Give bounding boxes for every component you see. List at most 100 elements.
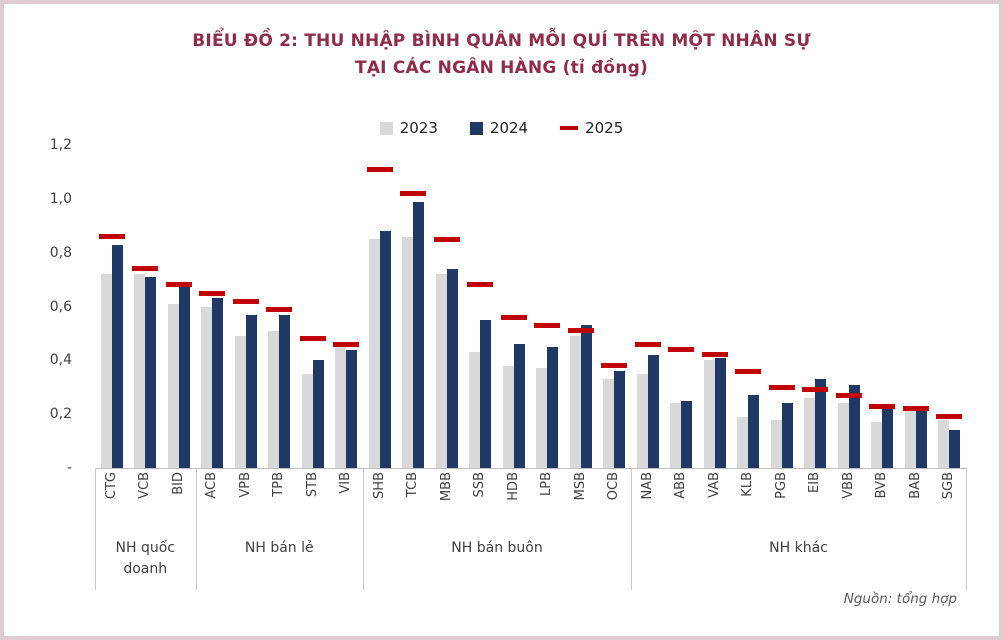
- dash-2025-VAB: [701, 352, 728, 358]
- bar-2023-VCB: [134, 274, 146, 468]
- x-axis-label-HDB: HDB: [505, 472, 521, 501]
- legend-swatch-2024-icon: [469, 121, 483, 135]
- bar-2023-ACB: [201, 306, 213, 468]
- bar-2023-KLB: [737, 416, 749, 468]
- y-axis-tick-0.4: 0,4: [49, 352, 72, 369]
- legend-item-2023: 2023: [379, 119, 438, 137]
- legend-label-2023: 2023: [399, 119, 438, 137]
- bar-2024-OCB: [614, 371, 626, 468]
- chart-legend: 2023 2024 2025: [4, 119, 999, 137]
- bar-2024-NAB: [647, 354, 659, 468]
- x-axis-label-EIB: EIB: [807, 472, 823, 493]
- x-axis-label-MBB: MBB: [438, 472, 454, 502]
- x-axis-label-MSB: MSB: [572, 472, 588, 501]
- bar-2024-CTG: [111, 244, 123, 468]
- x-axis-label-CTG: CTG: [103, 472, 119, 500]
- bar-2023-CTG: [100, 274, 112, 468]
- bar-2024-STB: [312, 360, 324, 468]
- bar-2023-VPB: [234, 336, 246, 468]
- dash-2025-BVB: [869, 403, 896, 409]
- bar-2024-VBB: [848, 384, 860, 468]
- x-axis-line: [95, 468, 966, 469]
- x-axis-label-VBB: VBB: [840, 472, 856, 499]
- x-axis-label-SGB: SGB: [941, 472, 957, 500]
- legend-label-2025: 2025: [585, 119, 624, 137]
- plot-area: - 0,2 0,4 0,6 0,8 1,0 1,2 CTG VCB BID ACB VPB TPB STB…: [4, 4, 999, 636]
- bar-2024-BAB: [915, 406, 927, 468]
- y-axis-tick-0.6: 0,6: [49, 298, 72, 315]
- bar-2023-STB: [301, 373, 313, 468]
- group-label-text: NH bán lẻ: [244, 540, 314, 556]
- x-axis-label-VCB: VCB: [137, 472, 153, 499]
- bar-2023-VIB: [335, 346, 347, 468]
- dash-2025-VPB: [232, 298, 259, 304]
- x-axis-label-NAB: NAB: [639, 472, 655, 500]
- dash-2025-ACB: [199, 290, 226, 296]
- group-separator-1: [195, 468, 197, 590]
- dash-2025-MBB: [433, 236, 460, 242]
- bar-2023-MBB: [435, 274, 447, 468]
- group-label-4: NH khác: [631, 536, 966, 559]
- x-axis-label-LPB: LPB: [539, 472, 555, 497]
- dash-2025-SHB: [366, 166, 393, 172]
- bar-2024-VIB: [346, 349, 358, 468]
- bar-2023-VAB: [703, 360, 715, 468]
- x-axis-label-BVB: BVB: [874, 472, 890, 499]
- bar-2024-BVB: [882, 408, 894, 468]
- group-label-1: NH quốc doanh: [95, 536, 196, 580]
- dash-2025-BID: [165, 282, 192, 288]
- x-axis-label-VIB: VIB: [338, 472, 354, 494]
- x-axis-label-BID: BID: [170, 472, 186, 495]
- group-separator-3: [631, 468, 632, 590]
- legend-swatch-2023-icon: [379, 121, 393, 135]
- x-axis-label-PGB: PGB: [773, 472, 789, 499]
- dash-2025-VCB: [132, 266, 159, 272]
- bar-2024-TPB: [279, 314, 291, 468]
- dash-2025-NAB: [634, 341, 661, 347]
- bar-2024-LPB: [547, 346, 559, 468]
- bar-2023-HDB: [502, 365, 514, 468]
- bar-2024-KLB: [748, 395, 760, 468]
- y-axis-tick-1.2: 1,2: [49, 137, 72, 153]
- bar-2023-TPB: [268, 330, 280, 468]
- x-axis-label-TPB: TPB: [271, 472, 287, 497]
- legend-item-2025: 2025: [560, 119, 623, 137]
- bar-2024-ACB: [212, 298, 224, 468]
- y-axis-tick-0.8: 0,8: [49, 244, 72, 261]
- bar-2024-VPB: [245, 314, 257, 468]
- group-label-2: NH bán lẻ: [196, 536, 364, 559]
- legend-label-2024: 2024: [489, 119, 529, 137]
- bar-2023-VBB: [837, 403, 849, 468]
- bar-2023-ABB: [670, 403, 682, 468]
- bar-2024-ABB: [681, 400, 693, 468]
- group-separator-0: [95, 468, 96, 590]
- chart-title-line1: BIỂU ĐỒ 2: THU NHẬP BÌNH QUÂN MỖI QUÍ TR…: [192, 31, 811, 51]
- bar-2024-MSB: [580, 325, 592, 468]
- dash-2025-OCB: [601, 363, 628, 369]
- bar-2024-VCB: [145, 276, 157, 468]
- x-axis-label-SHB: SHB: [371, 472, 387, 499]
- bar-2024-EIB: [815, 379, 827, 468]
- chart-title: BIỂU ĐỒ 2: THU NHẬP BÌNH QUÂN MỖI QUÍ TR…: [4, 28, 999, 82]
- dash-2025-KLB: [735, 368, 762, 374]
- x-axis-label-STB: STB: [304, 472, 320, 498]
- x-axis-label-ACB: ACB: [204, 472, 220, 499]
- bar-2023-BID: [167, 303, 179, 468]
- bar-2024-SHB: [379, 231, 391, 468]
- dash-2025-ABB: [668, 347, 695, 353]
- bar-2024-TCB: [413, 201, 425, 468]
- dash-2025-HDB: [500, 314, 527, 320]
- legend-swatch-2025-icon: [560, 126, 579, 130]
- bar-2023-SGB: [938, 419, 950, 468]
- bar-2024-SSB: [480, 319, 492, 468]
- bar-2024-VAB: [714, 357, 726, 468]
- bar-2023-LPB: [536, 368, 548, 468]
- x-axis-label-KLB: KLB: [740, 472, 756, 497]
- dash-2025-EIB: [802, 387, 829, 393]
- legend-item-2024: 2024: [469, 119, 529, 137]
- bar-2023-OCB: [603, 379, 615, 468]
- bar-2024-SGB: [949, 430, 961, 468]
- dash-2025-VBB: [835, 392, 862, 398]
- x-axis-label-SSB: SSB: [472, 472, 488, 498]
